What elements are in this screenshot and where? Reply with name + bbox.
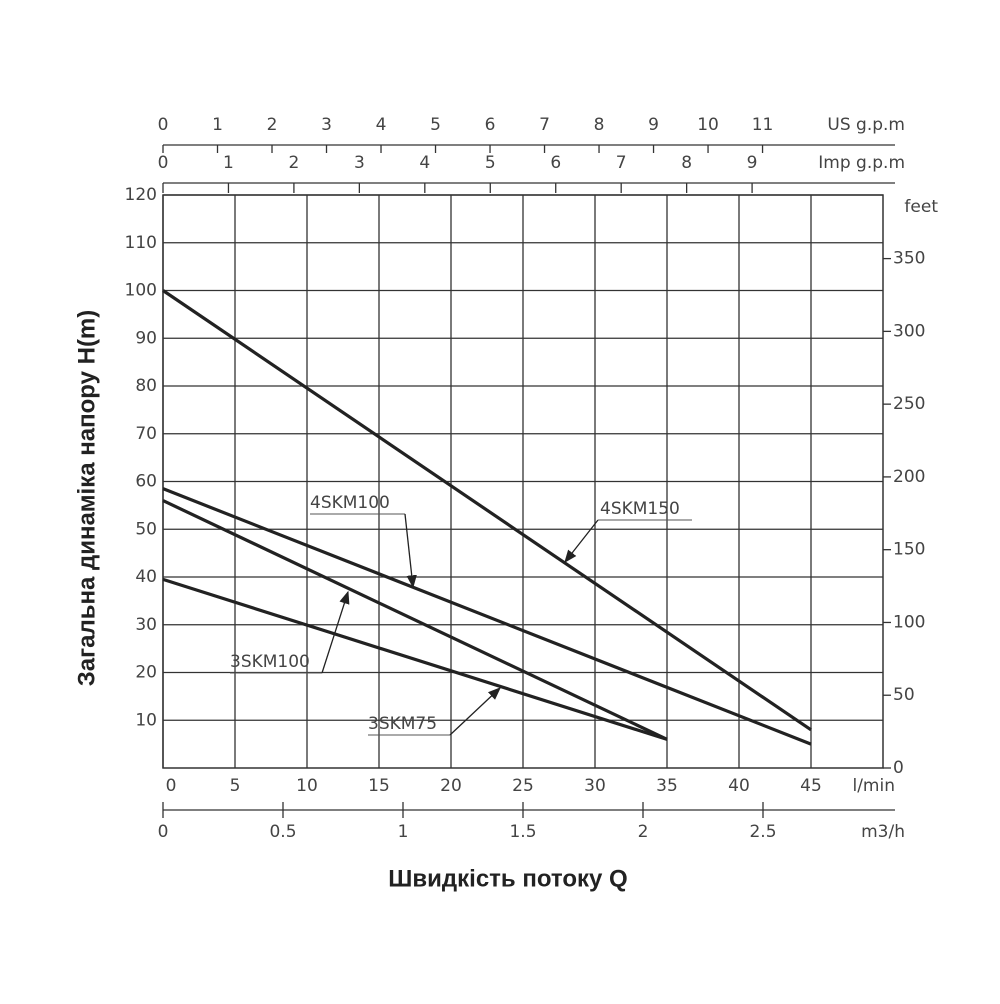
y2-tick-label: 150 <box>893 540 925 560</box>
x-tick-label: 20 <box>440 776 462 796</box>
y-tick-label: 30 <box>135 615 157 635</box>
axis-tick-label: 1 <box>398 822 409 842</box>
y-tick-label: 110 <box>125 233 157 253</box>
axis-tick-label: 8 <box>681 153 692 173</box>
x-tick-label: 10 <box>296 776 318 796</box>
series-line <box>162 487 812 746</box>
y-tick-label: 100 <box>125 281 157 301</box>
series-label: 3SKM100 <box>230 652 310 672</box>
axis-tick-label: 11 <box>752 115 774 135</box>
axis-tick-label: 2.5 <box>749 822 776 842</box>
y-tick-label: 40 <box>135 567 157 587</box>
y-tick-label: 120 <box>125 185 157 205</box>
axis-tick-label: 2 <box>267 115 278 135</box>
y-tick-label: 50 <box>135 519 157 539</box>
axis-tick-label: 8 <box>594 115 605 135</box>
axis-tick-label: 1 <box>212 115 223 135</box>
axis-tick-label: 0 <box>158 153 169 173</box>
series-label: 3SKM75 <box>368 714 437 734</box>
axis-tick-label: 2 <box>638 822 649 842</box>
y2-tick-label: 350 <box>893 249 925 269</box>
y-tick-label: 60 <box>135 472 157 492</box>
callout-leader <box>404 513 417 589</box>
callout-leader <box>321 590 350 674</box>
x-tick-label: 35 <box>656 776 678 796</box>
axis-tick-label: 7 <box>539 115 550 135</box>
axis-tick-label: 6 <box>485 115 496 135</box>
axis-tick-label: 3 <box>321 115 332 135</box>
axis-tick-label: 10 <box>697 115 719 135</box>
series-line <box>162 289 812 732</box>
x-tick-label: 25 <box>512 776 534 796</box>
series-line <box>162 499 668 741</box>
axis-tick-label: 0 <box>158 822 169 842</box>
y2-tick-label: 300 <box>893 321 925 341</box>
axis-tick-label: 1 <box>223 153 234 173</box>
y2-tick-label: 0 <box>893 758 904 778</box>
series-label: 4SKM100 <box>310 493 390 513</box>
axis-tick-label: 9 <box>747 153 758 173</box>
axis-tick-label: 1.5 <box>509 822 536 842</box>
axis-tick-label: 6 <box>550 153 561 173</box>
axis-tick-label: 3 <box>354 153 365 173</box>
series-line <box>162 577 668 741</box>
axis-tick-label: 5 <box>485 153 496 173</box>
y-tick-label: 80 <box>135 376 157 396</box>
x-tick-label: 0 <box>166 776 177 796</box>
y2-tick-label: 200 <box>893 467 925 487</box>
x-tick-label: 45 <box>800 776 822 796</box>
axis-tick-label: 5 <box>430 115 441 135</box>
axis-tick-label: 9 <box>648 115 659 135</box>
y2-tick-label: 100 <box>893 612 925 632</box>
y-axis-title: Загальна динаміка напору H(m) <box>73 310 100 687</box>
y2-unit: feet <box>904 197 938 217</box>
axis-unit: Imp g.p.m <box>818 153 905 173</box>
axis-unit: US g.p.m <box>827 115 905 135</box>
x-axis-title: Швидкість потоку Q <box>388 865 627 892</box>
axis-tick-label: 0 <box>158 115 169 135</box>
y2-tick-label: 250 <box>893 394 925 414</box>
x-tick-label: 40 <box>728 776 750 796</box>
axis-tick-label: 4 <box>376 115 387 135</box>
axis-tick-label: 4 <box>419 153 430 173</box>
axis-tick-label: 0.5 <box>269 822 296 842</box>
y-tick-label: 20 <box>135 663 157 683</box>
x-unit: l/min <box>852 776 895 796</box>
x-tick-label: 30 <box>584 776 606 796</box>
x-tick-label: 15 <box>368 776 390 796</box>
axis-unit: m3/h <box>861 822 905 842</box>
callout-leader <box>449 687 501 736</box>
callout-leader <box>564 519 599 564</box>
y2-tick-label: 50 <box>893 685 915 705</box>
y-tick-label: 70 <box>135 424 157 444</box>
axis-tick-label: 2 <box>288 153 299 173</box>
axis-tick-label: 7 <box>616 153 627 173</box>
y-tick-label: 10 <box>135 710 157 730</box>
y-tick-label: 90 <box>135 328 157 348</box>
series-label: 4SKM150 <box>600 499 680 519</box>
x-tick-label: 5 <box>230 776 241 796</box>
